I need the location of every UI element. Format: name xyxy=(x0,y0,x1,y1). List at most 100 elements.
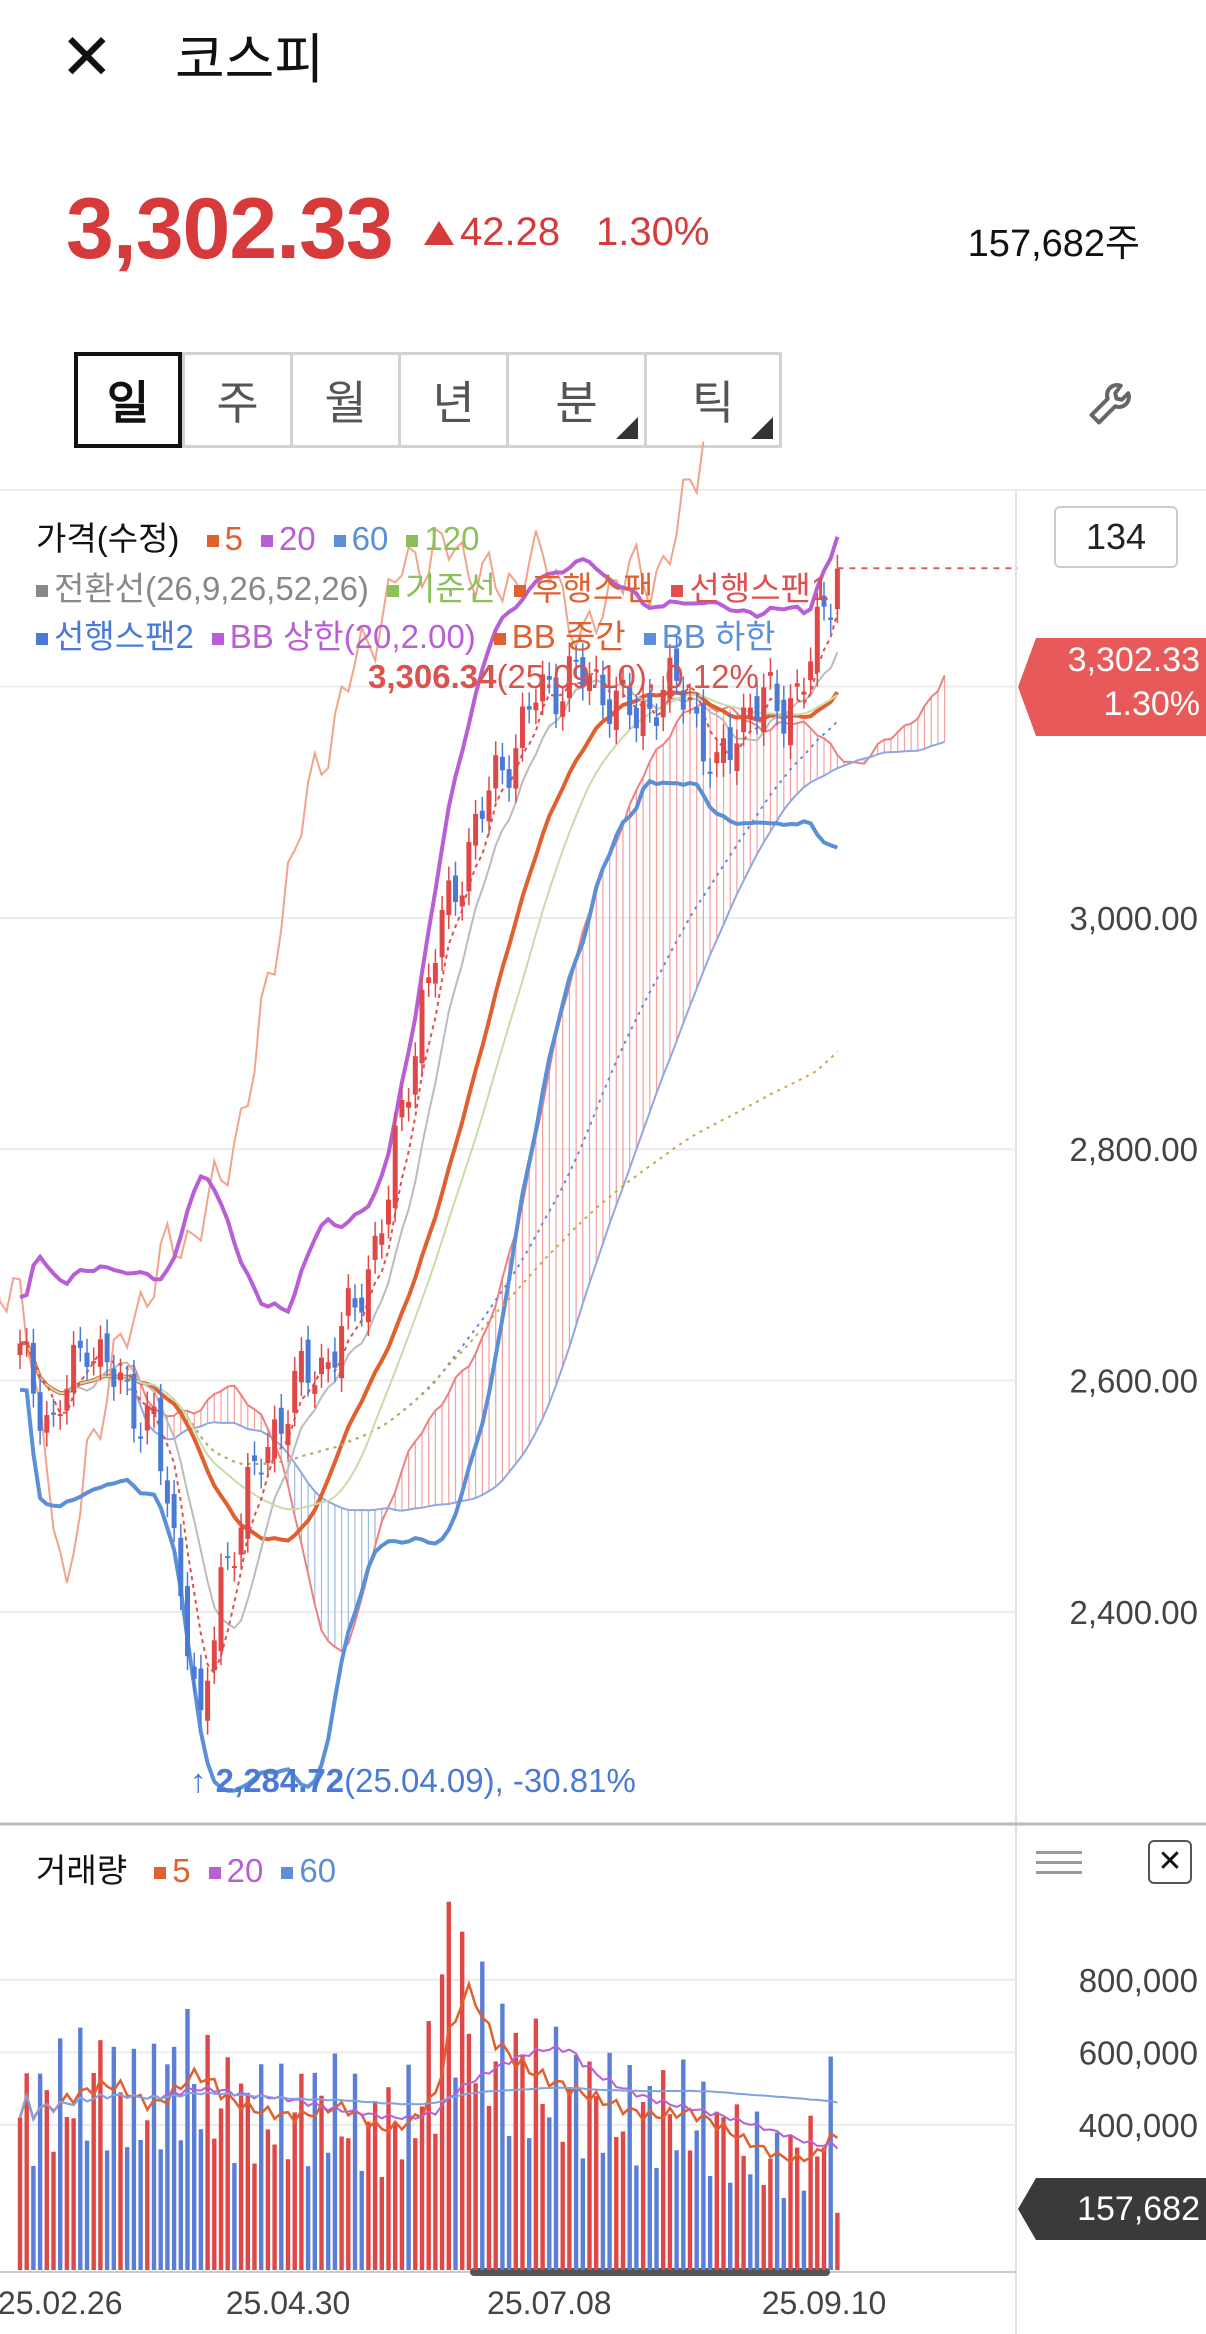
tab-label: 분 xyxy=(555,377,598,429)
candle-body xyxy=(466,842,472,892)
tab-label: 틱 xyxy=(691,377,735,429)
volume-bar xyxy=(667,2114,673,2270)
volume-bar xyxy=(51,2151,56,2270)
tab-period[interactable]: 월 xyxy=(290,352,398,448)
candle-body xyxy=(158,1397,164,1472)
volume-bar xyxy=(339,2136,344,2270)
candle-body xyxy=(265,1446,271,1464)
candle-body xyxy=(97,1339,103,1367)
candle-body xyxy=(379,1233,385,1245)
candle-body xyxy=(191,1666,197,1679)
volume-bar xyxy=(500,2003,505,2270)
candle-body xyxy=(64,1388,70,1411)
current-price-tag: 3,302.33 1.30% xyxy=(1018,638,1206,736)
volume-bar xyxy=(104,2150,110,2270)
price-legend-row3: 선행스팬2 BB 상한(20,2.00) BB 중간 BB 하한 xyxy=(36,610,776,658)
menu-icon[interactable] xyxy=(1036,1846,1082,1880)
volume-bar xyxy=(406,2064,411,2270)
volume-bar xyxy=(58,2038,63,2270)
price-legend-row2: 전환선(26,9,26,52,26) 기준선 후행스팬 선행스팬1 xyxy=(36,562,829,610)
candle-body xyxy=(546,676,552,680)
legend-label: 20 xyxy=(278,520,316,557)
volume-bar xyxy=(460,1931,465,2270)
candle-count-badge[interactable]: 134 xyxy=(1054,506,1178,568)
candle-body xyxy=(721,738,726,764)
tab-period[interactable]: 분 xyxy=(506,352,644,448)
volume-bar xyxy=(131,2048,137,2270)
candle-body xyxy=(51,1412,56,1415)
tab-period[interactable]: 주 xyxy=(182,352,290,448)
candle-body xyxy=(473,813,479,846)
high-value: 3,306.34 xyxy=(368,658,497,695)
candle-body xyxy=(419,989,425,1064)
candle-body xyxy=(674,648,680,681)
volume-bar xyxy=(212,2138,217,2270)
candle-body xyxy=(392,1125,398,1209)
legend-swatch xyxy=(208,1867,221,1880)
candle-body xyxy=(30,1342,36,1394)
volume-bar xyxy=(654,2167,659,2270)
candle-body xyxy=(24,1341,30,1344)
tab-period[interactable]: 틱 xyxy=(644,352,782,448)
volume-bar xyxy=(138,2140,143,2270)
volume-bar xyxy=(506,2135,512,2270)
volume-bar xyxy=(178,2140,183,2270)
volume-bar xyxy=(272,2144,277,2270)
price-legend-title: 가격(수정) xyxy=(36,520,180,557)
volume-bar xyxy=(118,2092,123,2270)
close-icon[interactable]: ✕ xyxy=(60,21,114,93)
close-icon[interactable]: ✕ xyxy=(1148,1840,1192,1884)
volume-bar xyxy=(620,2131,626,2270)
candle-body xyxy=(185,1586,190,1657)
volume-bar xyxy=(359,2170,364,2270)
volume-bar xyxy=(78,2027,83,2270)
legend-swatch xyxy=(211,633,224,646)
candle-body xyxy=(77,1340,83,1348)
candle-body xyxy=(171,1494,177,1529)
candle-body xyxy=(231,1566,237,1569)
low-annotation: ↑ 2,284.72(25.04.09), -30.81% xyxy=(190,1762,636,1799)
candle-body xyxy=(747,707,753,719)
volume-bar xyxy=(728,2182,733,2270)
legend-label: 후행스팬 xyxy=(532,570,654,607)
tab-period[interactable]: 년 xyxy=(398,352,506,448)
candle-body xyxy=(399,1099,405,1118)
volume-bar xyxy=(372,2101,378,2270)
candle-body xyxy=(486,790,492,822)
volume-bar xyxy=(567,2087,572,2270)
candle-body xyxy=(506,769,512,788)
up-triangle-icon xyxy=(424,221,454,245)
candle-body xyxy=(91,1361,97,1364)
volume-bar xyxy=(707,2175,713,2270)
volume-bar xyxy=(781,2198,786,2270)
legend-item: 기준선 xyxy=(386,570,496,607)
candle-body xyxy=(627,686,633,716)
leading-span2-line xyxy=(127,740,945,1512)
tab-period[interactable]: 일 xyxy=(74,352,182,448)
wrench-icon[interactable] xyxy=(1084,370,1144,430)
change-value: 42.28 xyxy=(460,210,561,254)
volume-bar xyxy=(299,2073,304,2270)
volume-bar xyxy=(238,2083,244,2270)
legend-item: 5 xyxy=(206,520,243,557)
candle-body xyxy=(620,679,626,685)
candle-body xyxy=(761,687,767,733)
tab-label: 주 xyxy=(216,377,259,429)
volume-bar xyxy=(795,2147,800,2270)
candle-body xyxy=(801,691,807,695)
volume-bar xyxy=(165,2064,170,2270)
volume-bar xyxy=(312,2072,317,2270)
volume-bar xyxy=(580,2158,585,2270)
volume-tick-label: 400,000 xyxy=(1079,2107,1198,2144)
candle-body xyxy=(325,1362,331,1369)
candle-body xyxy=(540,674,546,702)
tab-label: 일 xyxy=(106,377,150,429)
volume-bar xyxy=(446,1901,451,2270)
volume-bar xyxy=(399,2159,405,2270)
candle-body xyxy=(258,1472,264,1475)
volume-bar xyxy=(259,2064,264,2270)
volume-bar xyxy=(225,2057,230,2270)
volume-bar xyxy=(761,2185,766,2270)
volume-bar xyxy=(379,2176,384,2270)
volume-bar xyxy=(587,2061,592,2270)
